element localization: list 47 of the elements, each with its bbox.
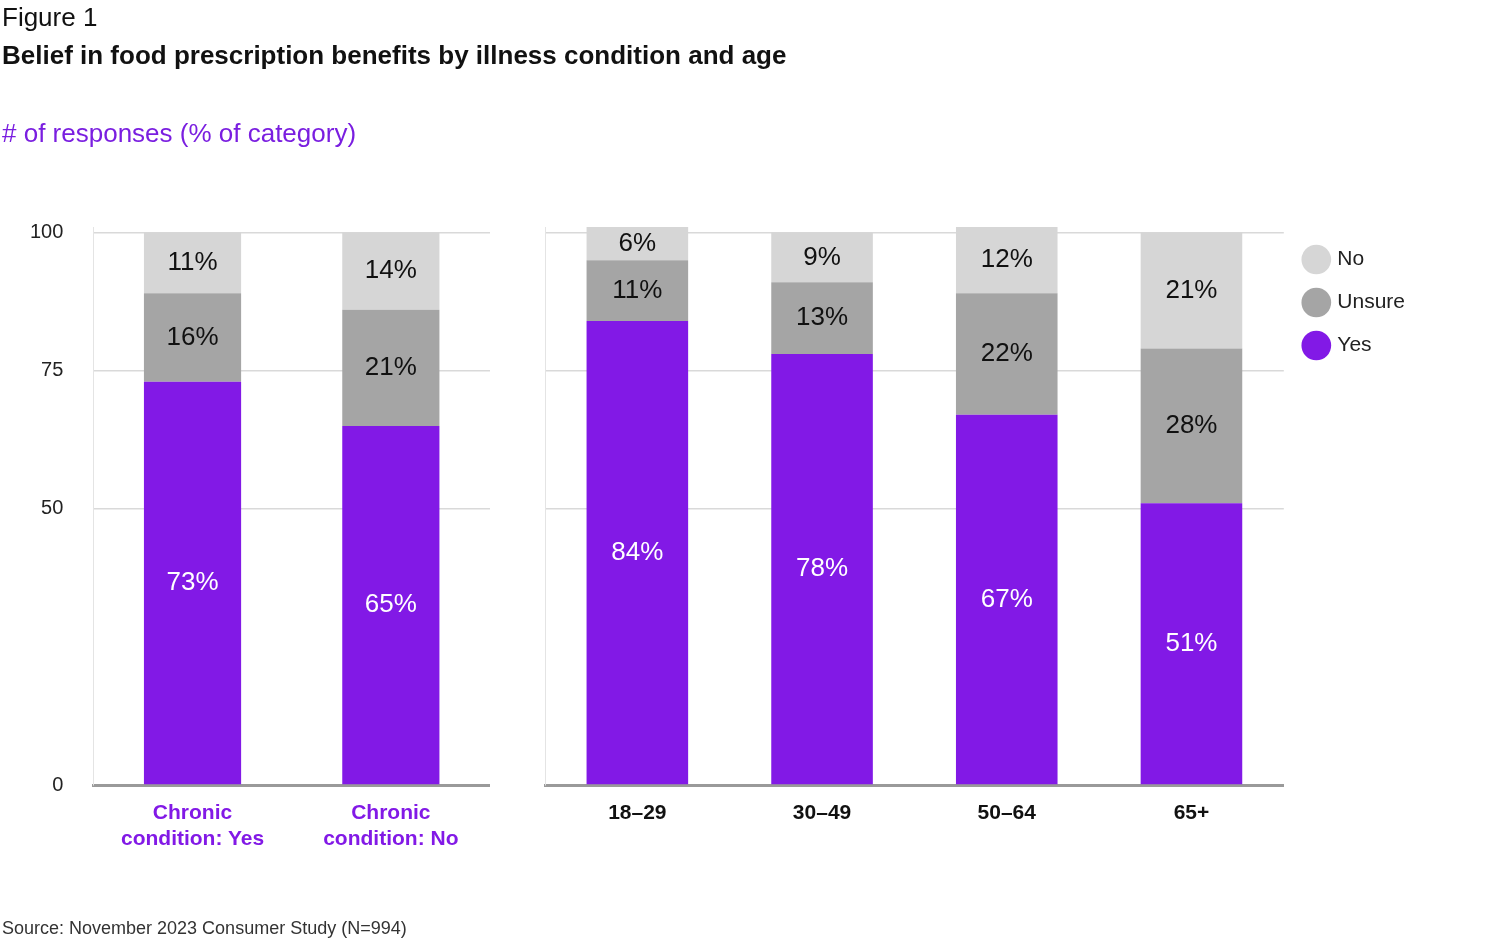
legend-label: Yes <box>1337 332 1372 356</box>
data-label: 14% <box>364 254 417 285</box>
data-label: 73% <box>166 566 219 597</box>
y-tick-label: 75 <box>41 358 64 381</box>
legend-label: Unsure <box>1337 289 1406 313</box>
bar <box>342 309 440 426</box>
bar <box>955 414 1058 785</box>
bar <box>771 282 873 355</box>
bar <box>955 293 1058 415</box>
x-tick-label: Chronic condition: No <box>323 800 459 849</box>
data-label: 21% <box>364 351 417 382</box>
bar <box>586 260 689 321</box>
data-label: 11% <box>612 273 663 304</box>
y-tick-label: 100 <box>29 220 64 243</box>
data-label: 84% <box>611 535 664 566</box>
chart-subtitle: Belief in food prescription benefits by illness condition and age <box>2 40 787 71</box>
chart-title: Figure 1 <box>2 2 98 33</box>
x-tick-label: 18–29 <box>608 800 667 824</box>
x-tick-label: Chronic condition: Yes <box>120 800 265 849</box>
data-label: 9% <box>803 240 841 271</box>
y-tick-label: 0 <box>52 772 64 795</box>
data-label: 67% <box>980 582 1033 613</box>
bar <box>143 381 242 785</box>
data-label: 22% <box>980 337 1033 368</box>
x-tick-label: 30–49 <box>792 800 852 824</box>
y-axis-title: # of responses (% of category) <box>2 118 357 149</box>
data-label: 28% <box>1165 409 1218 440</box>
bar <box>586 320 689 785</box>
y-tick-label: 50 <box>41 496 64 519</box>
data-label: 6% <box>618 226 657 257</box>
data-label: 13% <box>796 301 849 332</box>
bar <box>143 293 242 382</box>
x-tick-label: 65+ <box>1173 800 1210 824</box>
data-label: 16% <box>166 320 219 351</box>
bar <box>771 354 873 785</box>
bar <box>1140 348 1243 504</box>
data-label: 51% <box>1165 626 1218 657</box>
data-label: 11% <box>167 246 218 277</box>
source-note: Source: November 2023 Consumer Study (N=994) <box>2 918 407 939</box>
bar <box>1140 503 1243 785</box>
data-label: 12% <box>980 243 1033 274</box>
bar <box>342 425 440 785</box>
x-tick-label: 50–64 <box>977 800 1037 824</box>
data-label: 65% <box>364 588 417 619</box>
data-label: 21% <box>1165 273 1218 304</box>
legend-label: No <box>1337 246 1365 270</box>
data-label: 78% <box>796 552 849 583</box>
